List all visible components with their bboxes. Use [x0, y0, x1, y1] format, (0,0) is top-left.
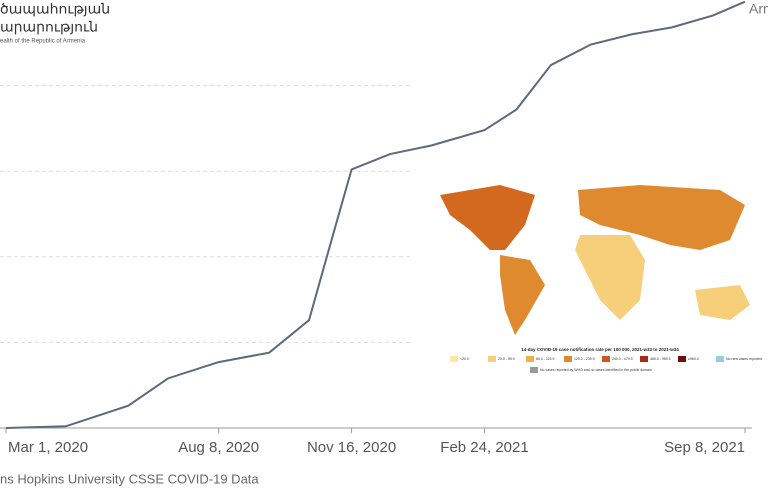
south-america — [500, 255, 545, 335]
map-legend-title: 14-day COVID-19 case notification rate p… — [521, 347, 679, 352]
north-america — [440, 185, 535, 250]
logo-text: ծապահության — [0, 1, 110, 17]
eurasia — [578, 185, 745, 250]
australia — [695, 285, 750, 320]
legend-swatch — [488, 356, 496, 362]
africa — [575, 235, 645, 320]
legend-label: 60.0 - 119.9 — [536, 357, 554, 361]
legend-swatch — [716, 356, 724, 362]
legend-label: 120.0 - 239.9 — [574, 357, 595, 361]
legend-label: ≥960.0 — [688, 357, 699, 361]
line — [5, 0, 746, 429]
legend-label: Armenia — [749, 0, 768, 16]
logo-text: արարություն — [0, 19, 98, 35]
legend-swatch — [640, 356, 648, 362]
x-tick-label: Sep 8, 2021 — [664, 439, 745, 456]
inset-map: 14-day COVID-19 case notification rate p… — [432, 178, 768, 394]
legend-label: 20.0 - 59.9 — [498, 357, 515, 361]
legend-swatch — [602, 356, 610, 362]
legend-swatch — [526, 356, 534, 362]
x-tick-label: Aug 8, 2020 — [178, 439, 259, 456]
legend-label: 480.0 - 959.9 — [650, 357, 671, 361]
x-tick-label: Nov 16, 2020 — [307, 439, 396, 456]
legend-label: No cases reported by WHO and no cases id… — [540, 368, 652, 372]
legend-swatch — [564, 356, 572, 362]
legend-swatch — [450, 356, 458, 362]
legend-label: No new cases reported — [726, 357, 762, 361]
legend-swatch — [678, 356, 686, 362]
x-tick-label: Mar 1, 2020 — [8, 439, 88, 456]
legend-label: <20.0 — [460, 357, 469, 361]
legend-label: 240.0 - 479.9 — [612, 357, 633, 361]
source: ns Hopkins University CSSE COVID-19 Data — [0, 471, 259, 486]
x-tick-label: Feb 24, 2021 — [440, 439, 528, 456]
legend-swatch — [530, 367, 538, 373]
logo-subtext: ealth of the Republic of Armenia — [0, 39, 86, 45]
